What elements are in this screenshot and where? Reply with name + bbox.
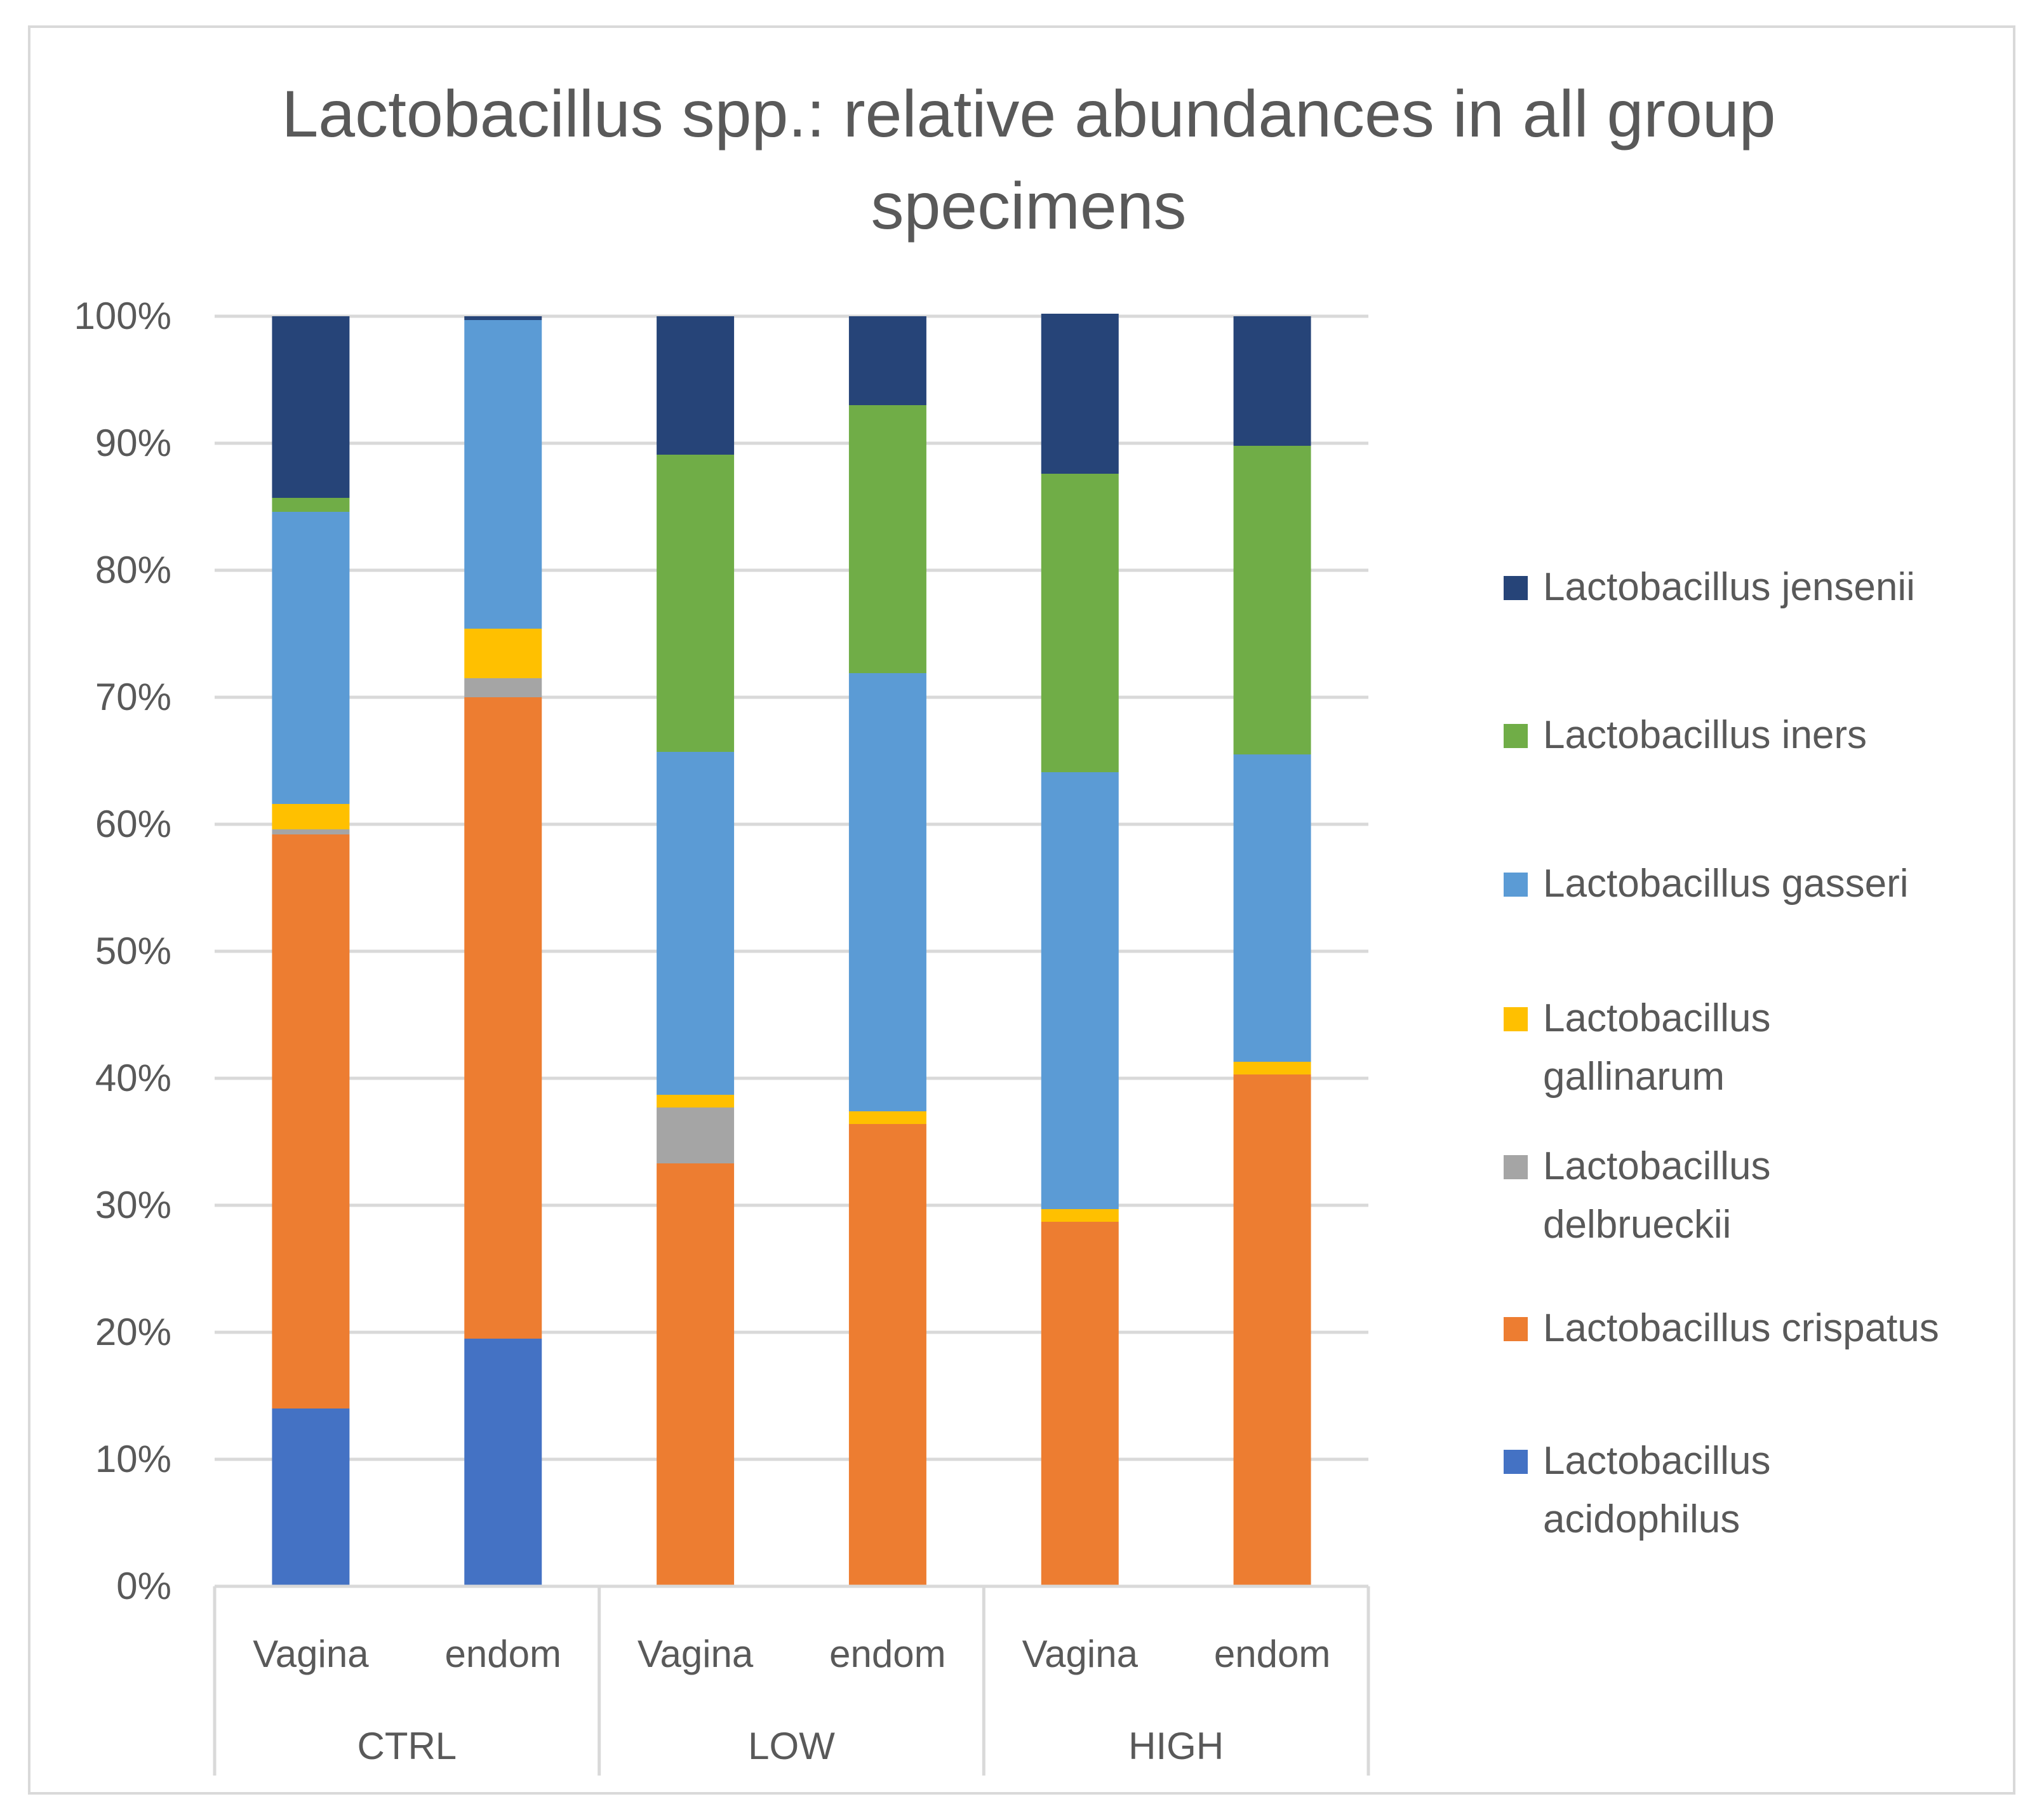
x-group-label: LOW bbox=[748, 1725, 835, 1767]
bar-segment-4[interactable] bbox=[1041, 1209, 1119, 1222]
legend-swatch bbox=[1504, 1317, 1528, 1341]
bar-segment-2[interactable] bbox=[1233, 1074, 1311, 1586]
bar-segment-7[interactable] bbox=[464, 316, 542, 320]
chart-frame bbox=[28, 25, 2015, 1795]
y-tick-label: 80% bbox=[95, 549, 171, 591]
x-category-label: Vagina bbox=[253, 1633, 369, 1675]
legend-swatch bbox=[1504, 1007, 1528, 1031]
legend-label: Lactobacillus gasseri bbox=[1543, 862, 1909, 906]
y-tick-label: 50% bbox=[95, 930, 171, 972]
bar-segment-4[interactable] bbox=[848, 1111, 926, 1124]
bar-segment-5[interactable] bbox=[1041, 772, 1119, 1209]
chart-title-line-1: Lactobacillus spp.: relative abundances … bbox=[281, 77, 1775, 151]
bar-segment-6[interactable] bbox=[1041, 474, 1119, 772]
y-tick-label: 70% bbox=[95, 676, 171, 718]
y-tick-label: 60% bbox=[95, 803, 171, 845]
legend-label: delbrueckii bbox=[1543, 1203, 1731, 1247]
bar-segment-7[interactable] bbox=[1233, 316, 1311, 446]
gridlines bbox=[215, 314, 1368, 1461]
bar-segment-2[interactable] bbox=[464, 697, 542, 1339]
bar-segment-6[interactable] bbox=[848, 405, 926, 673]
bar-segment-1[interactable] bbox=[464, 1339, 542, 1586]
bar-segment-4[interactable] bbox=[657, 1095, 735, 1107]
legend-label: Lactobacillus bbox=[1543, 1144, 1770, 1188]
axes: 0% 10% 20% 30% 40% 50% 60% 70% 80% 90% 100% Vagina e… bbox=[74, 295, 1370, 1776]
bar-segment-4[interactable] bbox=[1233, 1062, 1311, 1074]
bar-segment-6[interactable] bbox=[272, 498, 350, 512]
legend-label: Lactobacillus iners bbox=[1543, 713, 1867, 757]
x-category-label: endom bbox=[1214, 1633, 1330, 1675]
x-category-label: endom bbox=[445, 1633, 561, 1675]
bar-segment-5[interactable] bbox=[464, 320, 542, 629]
x-category-label: Vagina bbox=[1022, 1633, 1139, 1675]
legend-swatch bbox=[1504, 724, 1528, 748]
x-group-label: CTRL bbox=[357, 1725, 457, 1767]
legend-label: Lactobacillus bbox=[1543, 996, 1770, 1040]
bar-segment-5[interactable] bbox=[657, 752, 735, 1095]
bar-segment-4[interactable] bbox=[464, 629, 542, 678]
bar-segment-7[interactable] bbox=[848, 316, 926, 405]
legend-label: acidophilus bbox=[1543, 1497, 1740, 1541]
legend-label: Lactobacillus bbox=[1543, 1439, 1770, 1483]
legend[interactable]: Lactobacillus jensenii Lactobacillus iner… bbox=[1504, 565, 1939, 1541]
y-tick-label: 30% bbox=[95, 1184, 171, 1226]
legend-label: gallinarum bbox=[1543, 1055, 1725, 1099]
bar-segment-5[interactable] bbox=[848, 673, 926, 1111]
y-tick-label: 20% bbox=[95, 1311, 171, 1353]
legend-label: Lactobacillus jensenii bbox=[1543, 565, 1915, 609]
x-category-label: endom bbox=[829, 1633, 945, 1675]
bar-segment-3[interactable] bbox=[464, 678, 542, 697]
bar-segment-2[interactable] bbox=[1041, 1222, 1119, 1586]
bar-segment-5[interactable] bbox=[1233, 754, 1311, 1062]
bar-segment-4[interactable] bbox=[272, 804, 350, 829]
x-category-label: Vagina bbox=[638, 1633, 754, 1675]
bar-segment-1[interactable] bbox=[272, 1408, 350, 1586]
bar-segment-6[interactable] bbox=[1233, 446, 1311, 754]
y-tick-label: 0% bbox=[116, 1565, 171, 1607]
bar-segment-7[interactable] bbox=[272, 316, 350, 498]
legend-swatch bbox=[1504, 1155, 1528, 1179]
x-group-label: HIGH bbox=[1128, 1725, 1224, 1767]
legend-swatch bbox=[1504, 873, 1528, 897]
bar-segment-3[interactable] bbox=[657, 1107, 735, 1163]
y-tick-label: 10% bbox=[95, 1438, 171, 1480]
bar-segment-2[interactable] bbox=[272, 834, 350, 1408]
bar-segment-5[interactable] bbox=[272, 512, 350, 804]
chart-title-line-2: specimens bbox=[871, 170, 1186, 243]
bar-segment-2[interactable] bbox=[657, 1163, 735, 1586]
bar-segment-2[interactable] bbox=[848, 1124, 926, 1586]
legend-swatch bbox=[1504, 576, 1528, 600]
y-tick-label: 90% bbox=[95, 422, 171, 464]
bar-segment-7[interactable] bbox=[1041, 314, 1119, 474]
legend-label: Lactobacillus crispatus bbox=[1543, 1306, 1939, 1350]
bar-segment-3[interactable] bbox=[272, 829, 350, 834]
bars bbox=[272, 314, 1311, 1586]
bar-segment-6[interactable] bbox=[657, 455, 735, 752]
y-tick-label: 40% bbox=[95, 1057, 171, 1099]
bar-segment-7[interactable] bbox=[657, 316, 735, 455]
legend-swatch bbox=[1504, 1450, 1528, 1474]
y-tick-label: 100% bbox=[74, 295, 171, 337]
